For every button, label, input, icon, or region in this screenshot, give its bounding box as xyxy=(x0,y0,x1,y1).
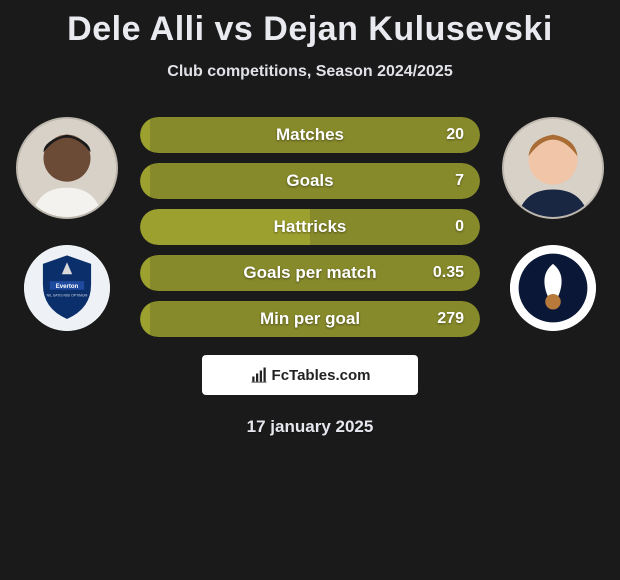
player-left-club: Everton NIL SATIS NISI OPTIMUM xyxy=(24,245,110,331)
right-side xyxy=(498,117,608,331)
left-side: Everton NIL SATIS NISI OPTIMUM xyxy=(12,117,122,331)
subtitle: Club competitions, Season 2024/2025 xyxy=(10,63,610,81)
stat-bars: Matches 20 Goals 7 Hattricks 0 Goals per match… xyxy=(140,117,480,337)
date-text: 17 january 2025 xyxy=(10,417,610,437)
player-right-avatar xyxy=(502,117,604,219)
main-row: Everton NIL SATIS NISI OPTIMUM Matches 20… xyxy=(10,117,610,337)
bar-chart-icon xyxy=(250,366,268,384)
svg-text:NIL SATIS NISI OPTIMUM: NIL SATIS NISI OPTIMUM xyxy=(47,294,88,298)
stat-label: Hattricks xyxy=(274,217,347,237)
club-left-svg: Everton NIL SATIS NISI OPTIMUM xyxy=(24,245,110,331)
page-title: Dele Alli vs Dejan Kulusevski xyxy=(10,10,610,49)
stat-right-value: 20 xyxy=(446,126,464,144)
stat-right-value: 0 xyxy=(455,218,464,236)
club-left-name: Everton xyxy=(56,284,79,290)
avatar-right-svg xyxy=(504,119,602,217)
stat-label: Matches xyxy=(276,125,344,145)
stat-right-value: 279 xyxy=(437,310,464,328)
stat-bar: Goals 7 xyxy=(140,163,480,199)
player-left-avatar xyxy=(16,117,118,219)
player-right-club xyxy=(510,245,596,331)
stat-right-value: 7 xyxy=(455,172,464,190)
club-right-svg xyxy=(510,245,596,331)
stat-bar: Goals per match 0.35 xyxy=(140,255,480,291)
stat-bar: Hattricks 0 xyxy=(140,209,480,245)
stat-label: Min per goal xyxy=(260,309,360,329)
brand-badge: FcTables.com xyxy=(202,355,418,395)
brand-text: FcTables.com xyxy=(272,367,371,384)
stat-bar: Matches 20 xyxy=(140,117,480,153)
stat-bar: Min per goal 279 xyxy=(140,301,480,337)
avatar-left-svg xyxy=(18,119,116,217)
root: Dele Alli vs Dejan Kulusevski Club compe… xyxy=(0,0,620,437)
stat-right-value: 0.35 xyxy=(433,264,464,282)
stat-label: Goals per match xyxy=(243,263,376,283)
stat-label: Goals xyxy=(286,171,333,191)
